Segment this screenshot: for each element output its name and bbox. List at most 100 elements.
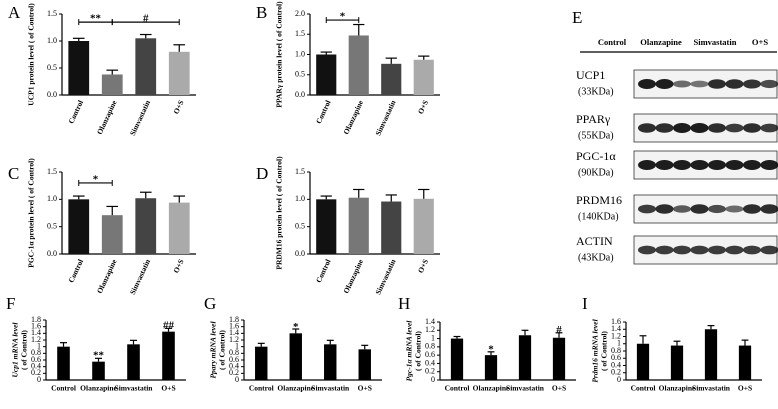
blot-band xyxy=(708,160,726,170)
y-axis-label: PPARγ protein level ( of Control) xyxy=(275,1,284,108)
y-axis-label: ( of Control) xyxy=(600,331,609,371)
annotation: ## xyxy=(163,320,175,332)
y-tick-label: 0.5 xyxy=(295,221,305,230)
x-tick-label: Olanzapine xyxy=(95,257,119,295)
y-tick-label: 0.4 xyxy=(425,358,435,367)
blot-band xyxy=(673,205,691,213)
blot-band xyxy=(725,205,744,213)
y-tick-label: 1.8 xyxy=(229,315,239,324)
x-tick-label: Simvastatin xyxy=(128,98,153,137)
annotation: ** xyxy=(93,350,105,362)
x-tick-label: Olanzapine xyxy=(95,98,119,136)
y-tick-label: 0.2 xyxy=(611,368,621,377)
y-tick-label: 1 xyxy=(617,339,621,348)
bar xyxy=(348,197,369,254)
panel-letter: F xyxy=(6,294,15,313)
bar xyxy=(92,361,105,380)
blot-row-label: PRDM16 xyxy=(576,193,622,207)
bar xyxy=(168,202,190,254)
panel-letter: D xyxy=(256,164,268,183)
x-tick-label: O+S xyxy=(552,384,566,393)
y-tick-label: 0 xyxy=(617,375,621,384)
y-tick-label: 1.5 xyxy=(47,9,57,18)
bar xyxy=(255,346,268,380)
bar xyxy=(552,337,566,380)
y-tick-label: 0.2 xyxy=(425,367,435,376)
y-axis-label: ( of Control) xyxy=(414,331,423,371)
y-tick-label: 1.0 xyxy=(295,49,305,58)
lane-group-label: Olanzapine xyxy=(640,37,682,47)
panel-e: E xyxy=(572,8,777,53)
blot-band xyxy=(743,204,761,214)
y-tick-label: 0.0 xyxy=(295,90,305,99)
annotation: * xyxy=(488,344,494,356)
y-tick-label: 1 xyxy=(235,341,239,350)
y-tick-label: 1 xyxy=(37,341,41,350)
x-tick-label: Olanzapine xyxy=(341,257,365,295)
blot-band xyxy=(743,79,761,89)
blot-band xyxy=(638,245,656,255)
bar xyxy=(484,355,498,380)
blot-band xyxy=(725,160,744,170)
panel-letter: E xyxy=(572,8,582,27)
x-tick-label: Control xyxy=(66,99,85,125)
y-tick-label: 0.2 xyxy=(229,368,239,377)
y-tick-label: 1.4 xyxy=(229,328,239,337)
y-tick-label: 0.0 xyxy=(47,90,57,99)
panel-letter: I xyxy=(582,294,588,313)
y-axis-label: Ppary mRNA level xyxy=(209,321,218,379)
blot-band xyxy=(760,123,778,133)
blot-band xyxy=(638,79,656,89)
y-axis-label: Ucp1 mRNA level xyxy=(11,322,20,378)
bar xyxy=(162,331,175,380)
blot-band xyxy=(673,123,691,133)
x-tick-label: Simvastatin xyxy=(128,257,153,296)
y-tick-label: 0.0 xyxy=(295,249,305,258)
annotation: * xyxy=(293,321,299,333)
y-tick-label: 0.8 xyxy=(425,342,435,351)
y-tick-label: 1.2 xyxy=(425,325,435,334)
blot-band xyxy=(690,123,709,133)
y-tick-label: 0.5 xyxy=(47,63,57,72)
bar xyxy=(316,54,337,95)
blot-row-label: UCP1 xyxy=(576,68,605,82)
x-tick-label: Simvastatin xyxy=(506,384,545,393)
x-tick-label: Simvastatin xyxy=(373,257,398,296)
bar xyxy=(127,344,140,380)
bar xyxy=(670,345,684,380)
annotation: * xyxy=(340,11,346,23)
y-tick-label: 0.8 xyxy=(31,348,41,357)
x-tick-label: O+S xyxy=(416,99,430,116)
blot-band xyxy=(655,123,674,133)
bar xyxy=(68,41,90,95)
blot-band xyxy=(673,160,691,170)
y-tick-label: 1.5 xyxy=(295,29,305,38)
blot-band xyxy=(708,245,726,255)
x-tick-label: Control xyxy=(51,384,76,393)
y-tick-label: 1.2 xyxy=(229,335,239,344)
panel-letter: C xyxy=(8,164,19,183)
y-tick-label: 1.6 xyxy=(611,317,621,326)
bar xyxy=(168,51,190,95)
annotation: * xyxy=(93,173,99,185)
blot-band xyxy=(690,245,709,255)
y-tick-label: 0.6 xyxy=(425,350,435,359)
bar xyxy=(518,335,532,380)
bar xyxy=(381,63,402,95)
y-tick-label: 1.6 xyxy=(31,321,41,330)
annotation: ** xyxy=(90,13,102,25)
x-tick-label: O+S xyxy=(416,258,430,275)
y-tick-label: 1.4 xyxy=(425,317,435,326)
blot-size-label: (33KDa) xyxy=(578,86,614,97)
bar-chart: D PRDM16 protein level ( of Control) 0.0 0.… xyxy=(256,156,440,296)
x-tick-label: Simvastatin xyxy=(692,384,731,393)
y-tick-label: 1.5 xyxy=(295,167,305,176)
x-tick-label: Simvastatin xyxy=(115,384,154,393)
blot-band xyxy=(760,245,778,255)
y-tick-label: 0.6 xyxy=(229,355,239,364)
y-tick-label: 0 xyxy=(37,375,41,384)
y-tick-label: 1.0 xyxy=(295,194,305,203)
bar xyxy=(348,35,369,95)
